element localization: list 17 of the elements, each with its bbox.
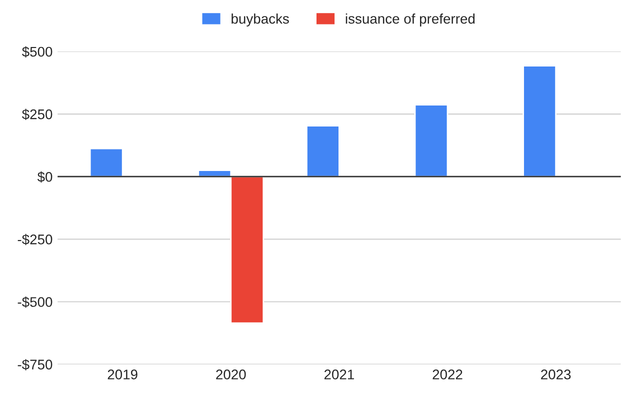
x-tick-label: 2023 <box>541 370 571 380</box>
x-tick-label: 2022 <box>432 370 462 380</box>
y-tick-label: $0 <box>37 171 52 183</box>
bar <box>414 104 448 178</box>
legend-label: issuance of preferred <box>346 14 475 26</box>
y-tick-label: $500 <box>22 46 52 58</box>
y-tick-label: -$500 <box>18 296 52 308</box>
bar <box>522 65 557 178</box>
y-tick-label: -$750 <box>18 359 52 370</box>
x-tick-label: 2020 <box>216 370 246 380</box>
y-tick-label: -$250 <box>18 234 52 246</box>
bar <box>306 125 340 178</box>
legend-label: buybacks <box>232 14 289 26</box>
y-tick-label: $250 <box>22 108 52 120</box>
x-tick-label: 2019 <box>108 370 138 380</box>
bar <box>89 148 124 178</box>
x-tick-label: 2021 <box>324 370 354 380</box>
